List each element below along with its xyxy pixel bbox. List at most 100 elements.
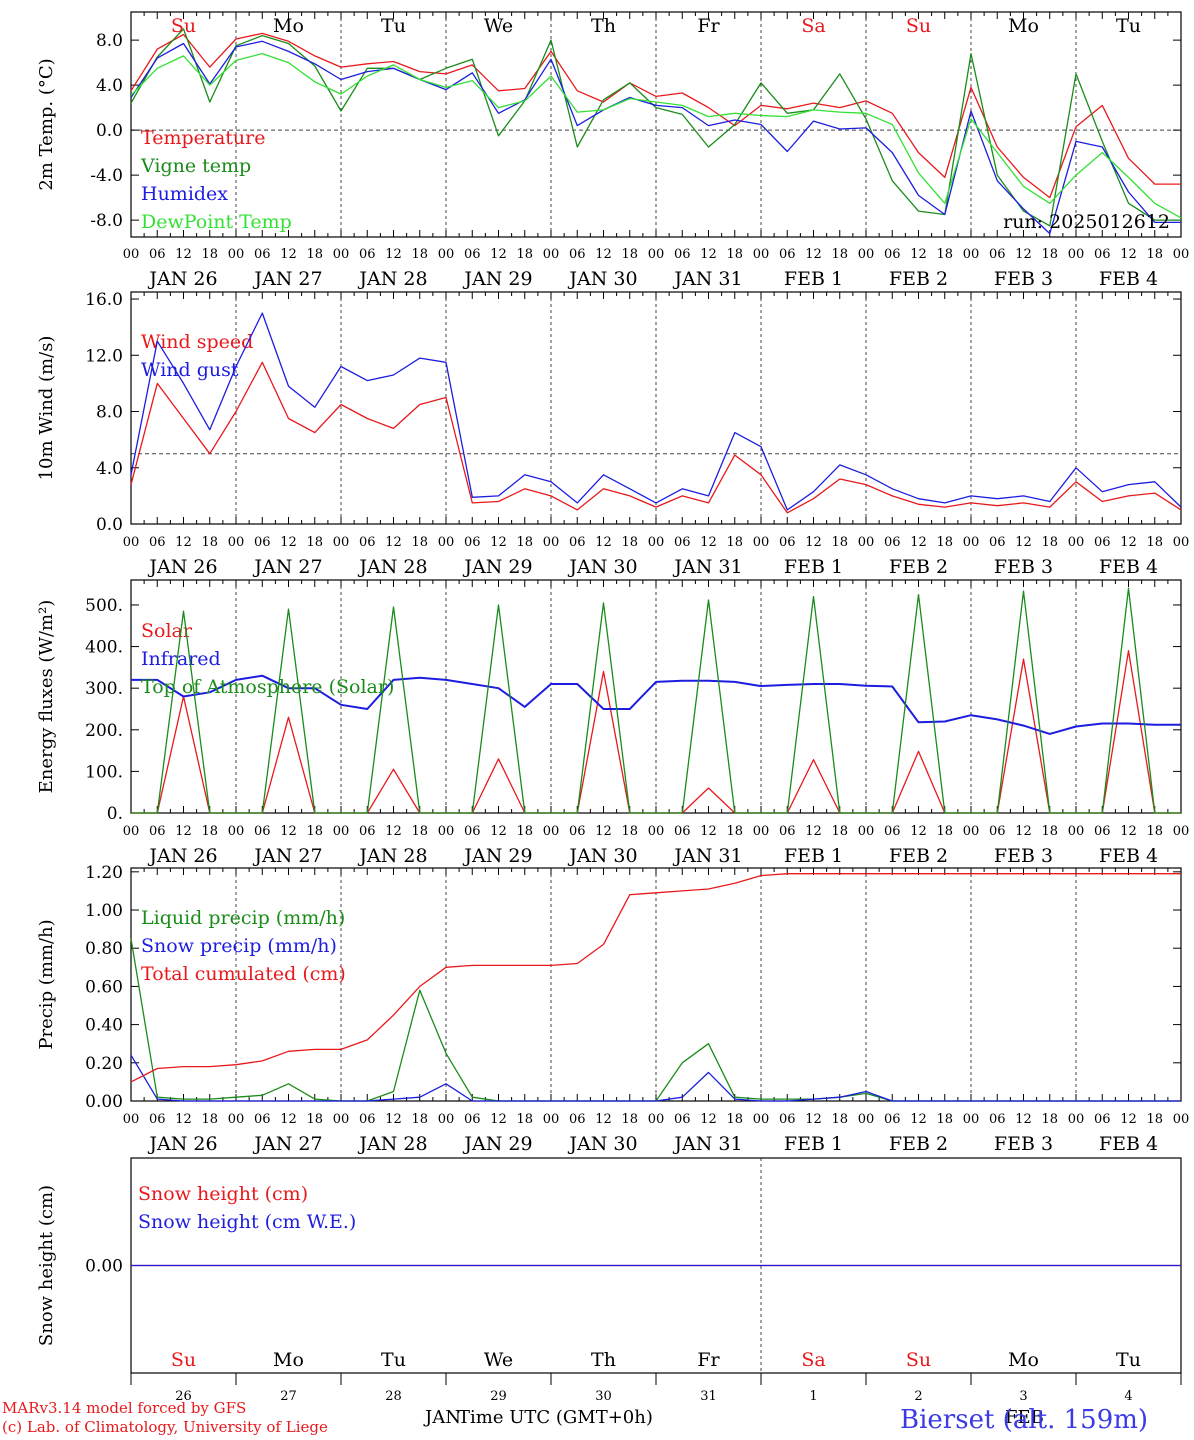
hour-tick-label: 00	[123, 535, 140, 550]
day-name: Tu	[1116, 15, 1141, 37]
hour-tick-label: 18	[1041, 1112, 1058, 1127]
date-label: FEB 2	[889, 268, 948, 290]
date-label: JAN 31	[672, 556, 742, 578]
series-line-1	[130, 312, 1182, 511]
y-axis-label: 10m Wind (m/s)	[36, 336, 57, 481]
hour-tick-label: 06	[989, 1112, 1006, 1127]
hour-tick-label: 06	[884, 535, 901, 550]
hour-tick-label: 12	[910, 535, 927, 550]
hour-tick-label: 12	[595, 824, 612, 839]
hour-tick-label: 18	[1146, 1112, 1163, 1127]
hour-tick-label: 06	[254, 247, 271, 262]
series-line-3	[130, 52, 1182, 219]
day-number: 27	[280, 1389, 297, 1404]
panels: 00 06 12 18 JAN 26 00 06 12 18 JAN 27 00 06 12 18 JAN …	[36, 11, 1190, 1404]
day-number: 31	[700, 1389, 717, 1404]
hour-tick-label: 06	[779, 824, 796, 839]
hour-tick-label: 06	[779, 247, 796, 262]
y-axis-label: 2m Temp. (°C)	[36, 58, 57, 190]
hour-tick-label: 12	[595, 1112, 612, 1127]
hour-tick-label: 00	[228, 535, 245, 550]
panel-3: 00 06 12 18 JAN 26 00 06 12 18 JAN 27 00 06 12 18 JAN …	[36, 579, 1189, 867]
hour-tick-label: 06	[464, 535, 481, 550]
hour-tick-label: 00	[753, 247, 770, 262]
hour-tick-label: 12	[1120, 247, 1137, 262]
hour-tick-label: 00	[753, 535, 770, 550]
hour-tick-label: 06	[464, 247, 481, 262]
date-label: FEB 3	[994, 845, 1053, 867]
hour-tick-label: 18	[936, 247, 953, 262]
date-label: FEB 4	[1099, 268, 1158, 290]
y-tick-label: 12.0	[85, 346, 123, 366]
hour-tick-label: 06	[989, 247, 1006, 262]
hour-tick-label: 06	[674, 247, 691, 262]
xaxis-title: Time UTC (GMT+0h)	[458, 1407, 653, 1428]
hour-tick-label: 12	[805, 824, 822, 839]
hour-tick-label: 12	[805, 535, 822, 550]
hour-tick-label: 12	[700, 535, 717, 550]
date-label: JAN 27	[252, 1133, 322, 1155]
date-label: FEB 4	[1099, 845, 1158, 867]
y-tick-label: 0.	[107, 804, 123, 824]
y-axis-label: Precip (mm/h)	[36, 919, 57, 1049]
panel-2: 00 06 12 18 JAN 26 00 06 12 18 JAN 27 00 06 12 18 JAN …	[36, 290, 1189, 578]
hour-tick-label: 18	[621, 247, 638, 262]
panel-5: 0.00 Snow height (cm) Snow height (cm) Snow…	[36, 1157, 1182, 1404]
hour-tick-label: 00	[858, 247, 875, 262]
date-label: JAN 29	[462, 268, 532, 290]
day-name: Sa	[801, 15, 825, 37]
hour-tick-label: 12	[1015, 1112, 1032, 1127]
hour-tick-label: 06	[254, 535, 271, 550]
hour-tick-label: 12	[280, 535, 297, 550]
hour-tick-label: 00	[963, 1112, 980, 1127]
date-label: JAN 29	[462, 1133, 532, 1155]
hour-tick-label: 18	[1041, 247, 1058, 262]
y-tick-label: 0.00	[85, 1257, 123, 1277]
hour-tick-label: 00	[1173, 535, 1190, 550]
date-label: JAN 29	[462, 556, 532, 578]
y-tick-label: 1.20	[85, 863, 123, 883]
series-line-1	[130, 1054, 1181, 1102]
y-tick-label: 500.	[85, 596, 123, 616]
y-tick-label: 0.60	[85, 977, 123, 997]
y-tick-label: 8.0	[96, 31, 123, 51]
series-line-2	[130, 873, 1181, 1083]
hour-tick-label: 00	[753, 1112, 770, 1127]
hour-tick-label: 18	[831, 247, 848, 262]
hour-tick-label: 12	[1120, 535, 1137, 550]
hour-tick-label: 00	[648, 824, 665, 839]
hour-tick-label: 00	[1173, 247, 1190, 262]
date-label: JAN 30	[567, 556, 637, 578]
hour-tick-label: 12	[490, 824, 507, 839]
hour-tick-label: 18	[1146, 824, 1163, 839]
hour-tick-label: 06	[359, 824, 376, 839]
date-label: JAN 30	[567, 845, 637, 867]
date-label: JAN 26	[147, 556, 217, 578]
hour-tick-label: 12	[595, 535, 612, 550]
day-name: Mo	[1008, 15, 1039, 37]
hour-tick-label: 12	[1015, 824, 1032, 839]
y-tick-label: 0.20	[85, 1054, 123, 1074]
hour-tick-label: 18	[831, 824, 848, 839]
hour-tick-label: 18	[201, 824, 218, 839]
hour-tick-label: 00	[648, 1112, 665, 1127]
hour-tick-label: 06	[569, 247, 586, 262]
hour-tick-label: 18	[726, 1112, 743, 1127]
hour-tick-label: 18	[516, 247, 533, 262]
date-label: JAN 26	[147, 268, 217, 290]
date-label: JAN 27	[252, 845, 322, 867]
hour-tick-label: 12	[175, 1112, 192, 1127]
series-line-1	[130, 28, 1181, 227]
hour-tick-label: 18	[201, 535, 218, 550]
date-label: JAN 26	[147, 1133, 217, 1155]
hour-tick-label: 18	[411, 824, 428, 839]
date-label: JAN 27	[252, 556, 322, 578]
hour-tick-label: 06	[359, 1112, 376, 1127]
run-annotation: run: 2025012612	[1003, 211, 1170, 233]
hour-tick-label: 06	[779, 1112, 796, 1127]
date-label: JAN 29	[462, 845, 532, 867]
day-number: 29	[490, 1389, 507, 1404]
hour-tick-label: 06	[149, 1112, 166, 1127]
hour-tick-label: 06	[149, 535, 166, 550]
y-axis-label: Energy fluxes (W/m²)	[36, 600, 57, 794]
